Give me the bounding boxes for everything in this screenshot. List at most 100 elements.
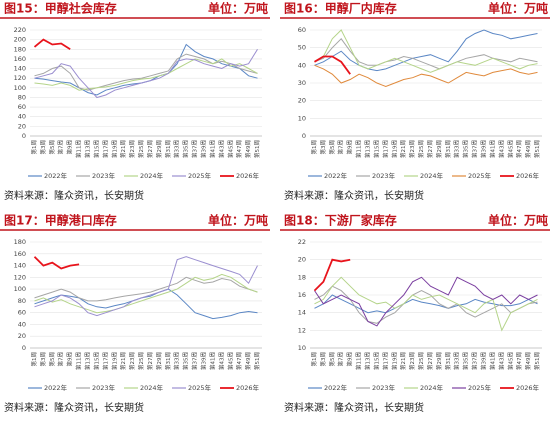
y-tick-label: 180 — [14, 238, 26, 246]
legend-label: 2023年 — [92, 171, 116, 180]
x-tick-label: 第21周 — [119, 352, 127, 370]
y-tick-label: 40 — [298, 61, 306, 69]
series-line — [313, 258, 351, 292]
x-tick-label: 第13周 — [84, 140, 92, 158]
x-tick-label: 第47周 — [235, 140, 243, 158]
x-tick-label: 第35周 — [462, 140, 470, 158]
y-tick-label: 120 — [14, 74, 26, 82]
x-tick-label: 第49周 — [524, 140, 532, 158]
x-tick-label: 第43周 — [497, 352, 505, 370]
x-tick-label: 第1周 — [30, 352, 38, 367]
series-line — [314, 276, 538, 327]
x-tick-label: 第11周 — [75, 352, 83, 370]
x-tick-label: 第5周 — [48, 352, 56, 367]
panel-title: 图15：甲醇社会库存 — [4, 1, 117, 16]
x-tick-label: 第31周 — [164, 352, 172, 370]
x-tick-label: 第47周 — [515, 140, 523, 158]
panel: 图15：甲醇社会库存 单位：万吨0204060801001201401601802… — [0, 1, 270, 202]
panel: 图17：甲醇港口库存 单位：万吨 0 20 40 60 80 100 120 140 160 180 第… — [0, 213, 270, 414]
panel: 图18：下游厂家库存 单位：万吨 10 12 14 16 18 20 22 第1周 第3周 第5周 第7… — [280, 213, 550, 414]
series-line — [314, 29, 538, 72]
x-tick-label: 第9周 — [66, 352, 74, 367]
source-note: 资料来源：隆众资讯，长安期货 — [284, 189, 424, 202]
x-tick-label: 第39周 — [480, 140, 488, 158]
x-tick-label: 第51周 — [253, 140, 261, 158]
y-tick-label: 50 — [298, 44, 306, 52]
x-tick-label: 第17周 — [101, 352, 109, 370]
legend-label: 2023年 — [92, 383, 116, 392]
x-tick-label: 第13周 — [364, 140, 372, 158]
x-tick-label: 第25周 — [137, 140, 145, 158]
series-line — [34, 276, 258, 302]
legend-label: 2024年 — [140, 171, 164, 180]
y-tick-label: 0 — [22, 132, 26, 140]
x-tick-label: 第21周 — [399, 140, 407, 158]
y-tick-label: 60 — [18, 309, 26, 317]
x-tick-label: 第23周 — [128, 140, 136, 158]
series-line — [34, 58, 258, 91]
x-tick-label: 第29周 — [155, 140, 163, 158]
x-tick-label: 第15周 — [372, 352, 380, 370]
series-line — [34, 273, 258, 314]
x-tick-label: 第5周 — [328, 140, 336, 155]
x-tick-label: 第9周 — [346, 352, 354, 367]
x-tick-label: 第31周 — [444, 352, 452, 370]
y-tick-label: 140 — [14, 262, 26, 270]
x-tick-label: 第35周 — [182, 352, 190, 370]
x-tick-label: 第19周 — [110, 352, 118, 370]
x-tick-label: 第11周 — [355, 140, 363, 158]
x-tick-label: 第49周 — [244, 352, 252, 370]
legend-label: 2025年 — [468, 171, 492, 180]
x-tick-label: 第5周 — [328, 352, 336, 367]
x-tick-label: 第49周 — [244, 140, 252, 158]
y-tick-label: 60 — [298, 26, 306, 34]
y-tick-label: 10 — [298, 344, 306, 352]
legend-label: 2026年 — [236, 171, 260, 180]
series-line — [314, 38, 538, 70]
x-tick-label: 第23周 — [408, 140, 416, 158]
x-tick-label: 第27周 — [426, 140, 434, 158]
x-tick-label: 第29周 — [435, 140, 443, 158]
series-line — [314, 55, 351, 75]
x-tick-label: 第1周 — [310, 140, 318, 155]
y-tick-label: 40 — [18, 320, 26, 328]
x-tick-label: 第47周 — [515, 352, 523, 370]
legend-label: 2022年 — [44, 171, 68, 180]
x-tick-label: 第7周 — [337, 140, 345, 155]
panel-unit: 单位：万吨 — [208, 213, 268, 228]
x-tick-label: 第51周 — [533, 140, 541, 158]
y-tick-label: 20 — [18, 122, 26, 130]
y-tick-label: 0 — [22, 344, 26, 352]
legend-label: 2022年 — [44, 383, 68, 392]
y-tick-label: 20 — [298, 256, 306, 264]
x-tick-label: 第5周 — [48, 140, 56, 155]
y-tick-label: 160 — [14, 55, 26, 63]
y-tick-label: 20 — [298, 97, 306, 105]
x-tick-label: 第51周 — [533, 352, 541, 370]
series-line — [34, 256, 258, 317]
x-tick-label: 第47周 — [235, 352, 243, 370]
y-tick-label: 160 — [14, 250, 26, 258]
x-tick-label: 第25周 — [137, 352, 145, 370]
x-tick-label: 第39周 — [480, 352, 488, 370]
series-line — [33, 256, 80, 270]
panel-title: 图17：甲醇港口库存 — [4, 213, 117, 228]
x-tick-label: 第7周 — [337, 352, 345, 367]
x-tick-label: 第19周 — [110, 140, 118, 158]
x-tick-label: 第9周 — [66, 140, 74, 155]
x-tick-label: 第45周 — [506, 352, 514, 370]
y-tick-label: 16 — [298, 291, 306, 299]
x-tick-label: 第21周 — [399, 352, 407, 370]
x-tick-label: 第31周 — [444, 140, 452, 158]
x-tick-label: 第29周 — [435, 352, 443, 370]
x-tick-label: 第37周 — [471, 140, 479, 158]
x-tick-label: 第41周 — [488, 352, 496, 370]
y-tick-label: 0 — [302, 132, 306, 140]
x-tick-label: 第41周 — [208, 352, 216, 370]
y-tick-label: 120 — [14, 273, 26, 281]
x-tick-label: 第33周 — [453, 140, 461, 158]
y-tick-label: 100 — [14, 84, 26, 92]
legend-label: 2022年 — [324, 171, 348, 180]
panel-unit: 单位：万吨 — [488, 1, 548, 16]
